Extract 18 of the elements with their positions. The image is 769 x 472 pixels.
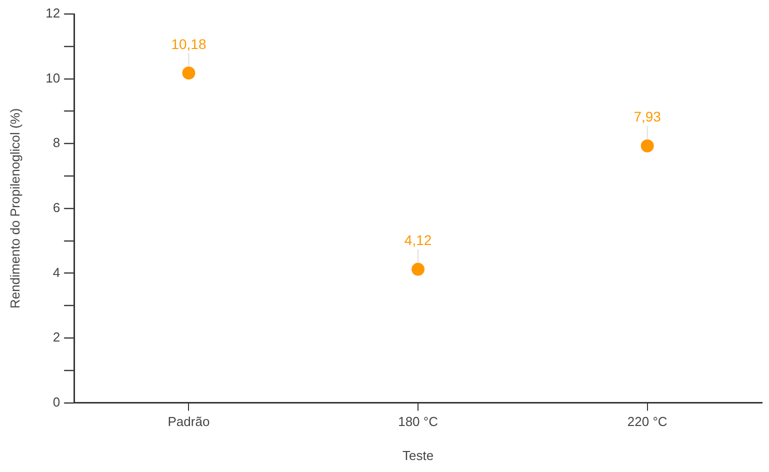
y-tick-label: 12 (46, 6, 60, 21)
y-tick-label: 6 (52, 200, 60, 215)
data-label: 7,93 (634, 108, 662, 125)
point (640, 139, 654, 152)
y-tick-label: 8 (52, 135, 60, 150)
y-tick-label: 0 (52, 394, 60, 410)
y-tick-label: 4 (52, 264, 60, 280)
point (182, 66, 196, 80)
point (412, 262, 425, 276)
x-tick-label: 180 °C (398, 414, 438, 430)
x-tick-label: 220 °C (627, 414, 668, 430)
data-label: 10,18 (171, 36, 206, 52)
x-axis-title: Teste (402, 448, 434, 463)
y-tick-label: 2 (52, 330, 60, 345)
data-label: 4,12 (404, 232, 432, 248)
x-tick-label: Padrão (168, 414, 210, 430)
y-axis-title: Rendimento do Propilenoglicol (%) (7, 108, 22, 308)
y-tick-label: 10 (46, 70, 60, 86)
